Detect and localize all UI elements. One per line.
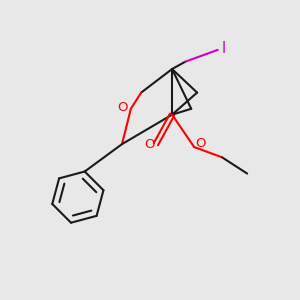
Text: O: O [117,101,128,114]
Text: O: O [144,138,155,151]
Text: I: I [222,41,226,56]
Text: O: O [195,137,205,150]
